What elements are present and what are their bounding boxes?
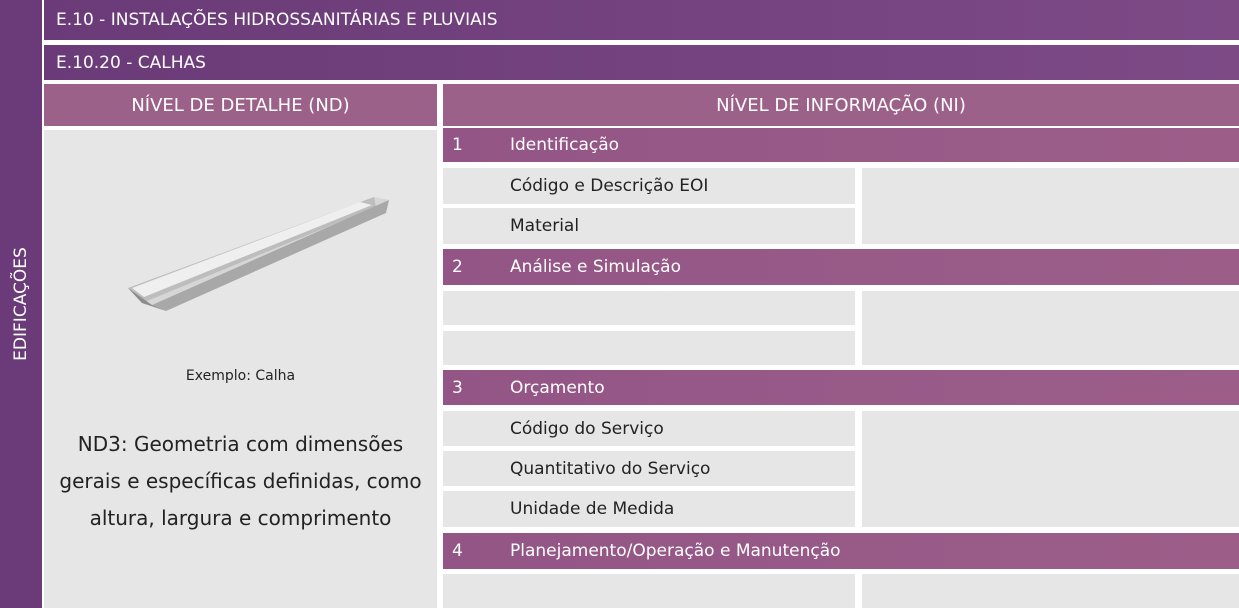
heading-text: NÍVEL DE INFORMAÇÃO (NI)	[716, 94, 966, 116]
item-row: Material	[443, 208, 855, 244]
section-number: 3	[452, 377, 463, 398]
section-row: 2 Análise e Simulação	[443, 249, 1239, 285]
item-label: Código do Serviço	[510, 418, 664, 439]
detail-heading: NÍVEL DE DETALHE (ND)	[44, 84, 437, 126]
section-title: Orçamento	[510, 377, 605, 398]
item-label: Material	[510, 216, 580, 236]
description-line: altura, largura e comprimento	[89, 506, 392, 530]
item-row	[443, 291, 855, 325]
section-number: 2	[452, 257, 463, 277]
sidebar: EDIFICAÇÕES	[0, 0, 42, 608]
section-title: Análise e Simulação	[510, 257, 682, 277]
section-row: 3 Orçamento	[443, 370, 1239, 405]
gutter-illustration	[128, 197, 389, 311]
value-cell	[862, 411, 1239, 527]
description-line: ND3: Geometria com dimensões	[77, 432, 404, 456]
value-cell	[862, 168, 1239, 244]
section-number: 4	[452, 541, 463, 561]
description: ND3: Geometria com dimensões gerais e es…	[44, 426, 437, 537]
item-row: Código e Descrição EOI	[443, 168, 855, 204]
sidebar-label: EDIFICAÇÕES	[11, 247, 31, 361]
description-line: gerais e específicas definidas, como	[59, 469, 422, 493]
caption: Exemplo: Calha	[185, 368, 296, 384]
item-label: Unidade de Medida	[510, 499, 675, 519]
section-row: 1 Identificação	[443, 128, 1239, 162]
heading-text: NÍVEL DE DETALHE (ND)	[131, 94, 350, 116]
value-cell	[862, 574, 1239, 608]
title: E.10 - INSTALAÇÕES HIDROSSANITÁRIAS E PL…	[56, 10, 498, 30]
section-title: Planejamento/Operação e Manutenção	[510, 541, 841, 561]
item-row: Unidade de Medida	[443, 491, 855, 527]
subtitle-bar: E.10.20 - CALHAS	[44, 45, 1239, 80]
subtitle: E.10.20 - CALHAS	[56, 52, 206, 73]
section-number: 1	[452, 135, 463, 155]
value-cell	[862, 291, 1239, 365]
title-bar: E.10 - INSTALAÇÕES HIDROSSANITÁRIAS E PL…	[44, 0, 1239, 40]
item-row: Código do Serviço	[443, 411, 855, 446]
item-row: Quantitativo do Serviço	[443, 451, 855, 486]
item-label: Código e Descrição EOI	[510, 176, 709, 196]
item-row	[443, 574, 855, 608]
detail-panel: Exemplo: Calha ND3: Geometria com dimens…	[44, 130, 437, 608]
information-heading: NÍVEL DE INFORMAÇÃO (NI)	[443, 84, 1239, 126]
item-label: Quantitativo do Serviço	[510, 458, 711, 479]
section-row: 4 Planejamento/Operação e Manutenção	[443, 533, 1239, 569]
item-row	[443, 331, 855, 365]
section-title: Identificação	[510, 135, 620, 155]
